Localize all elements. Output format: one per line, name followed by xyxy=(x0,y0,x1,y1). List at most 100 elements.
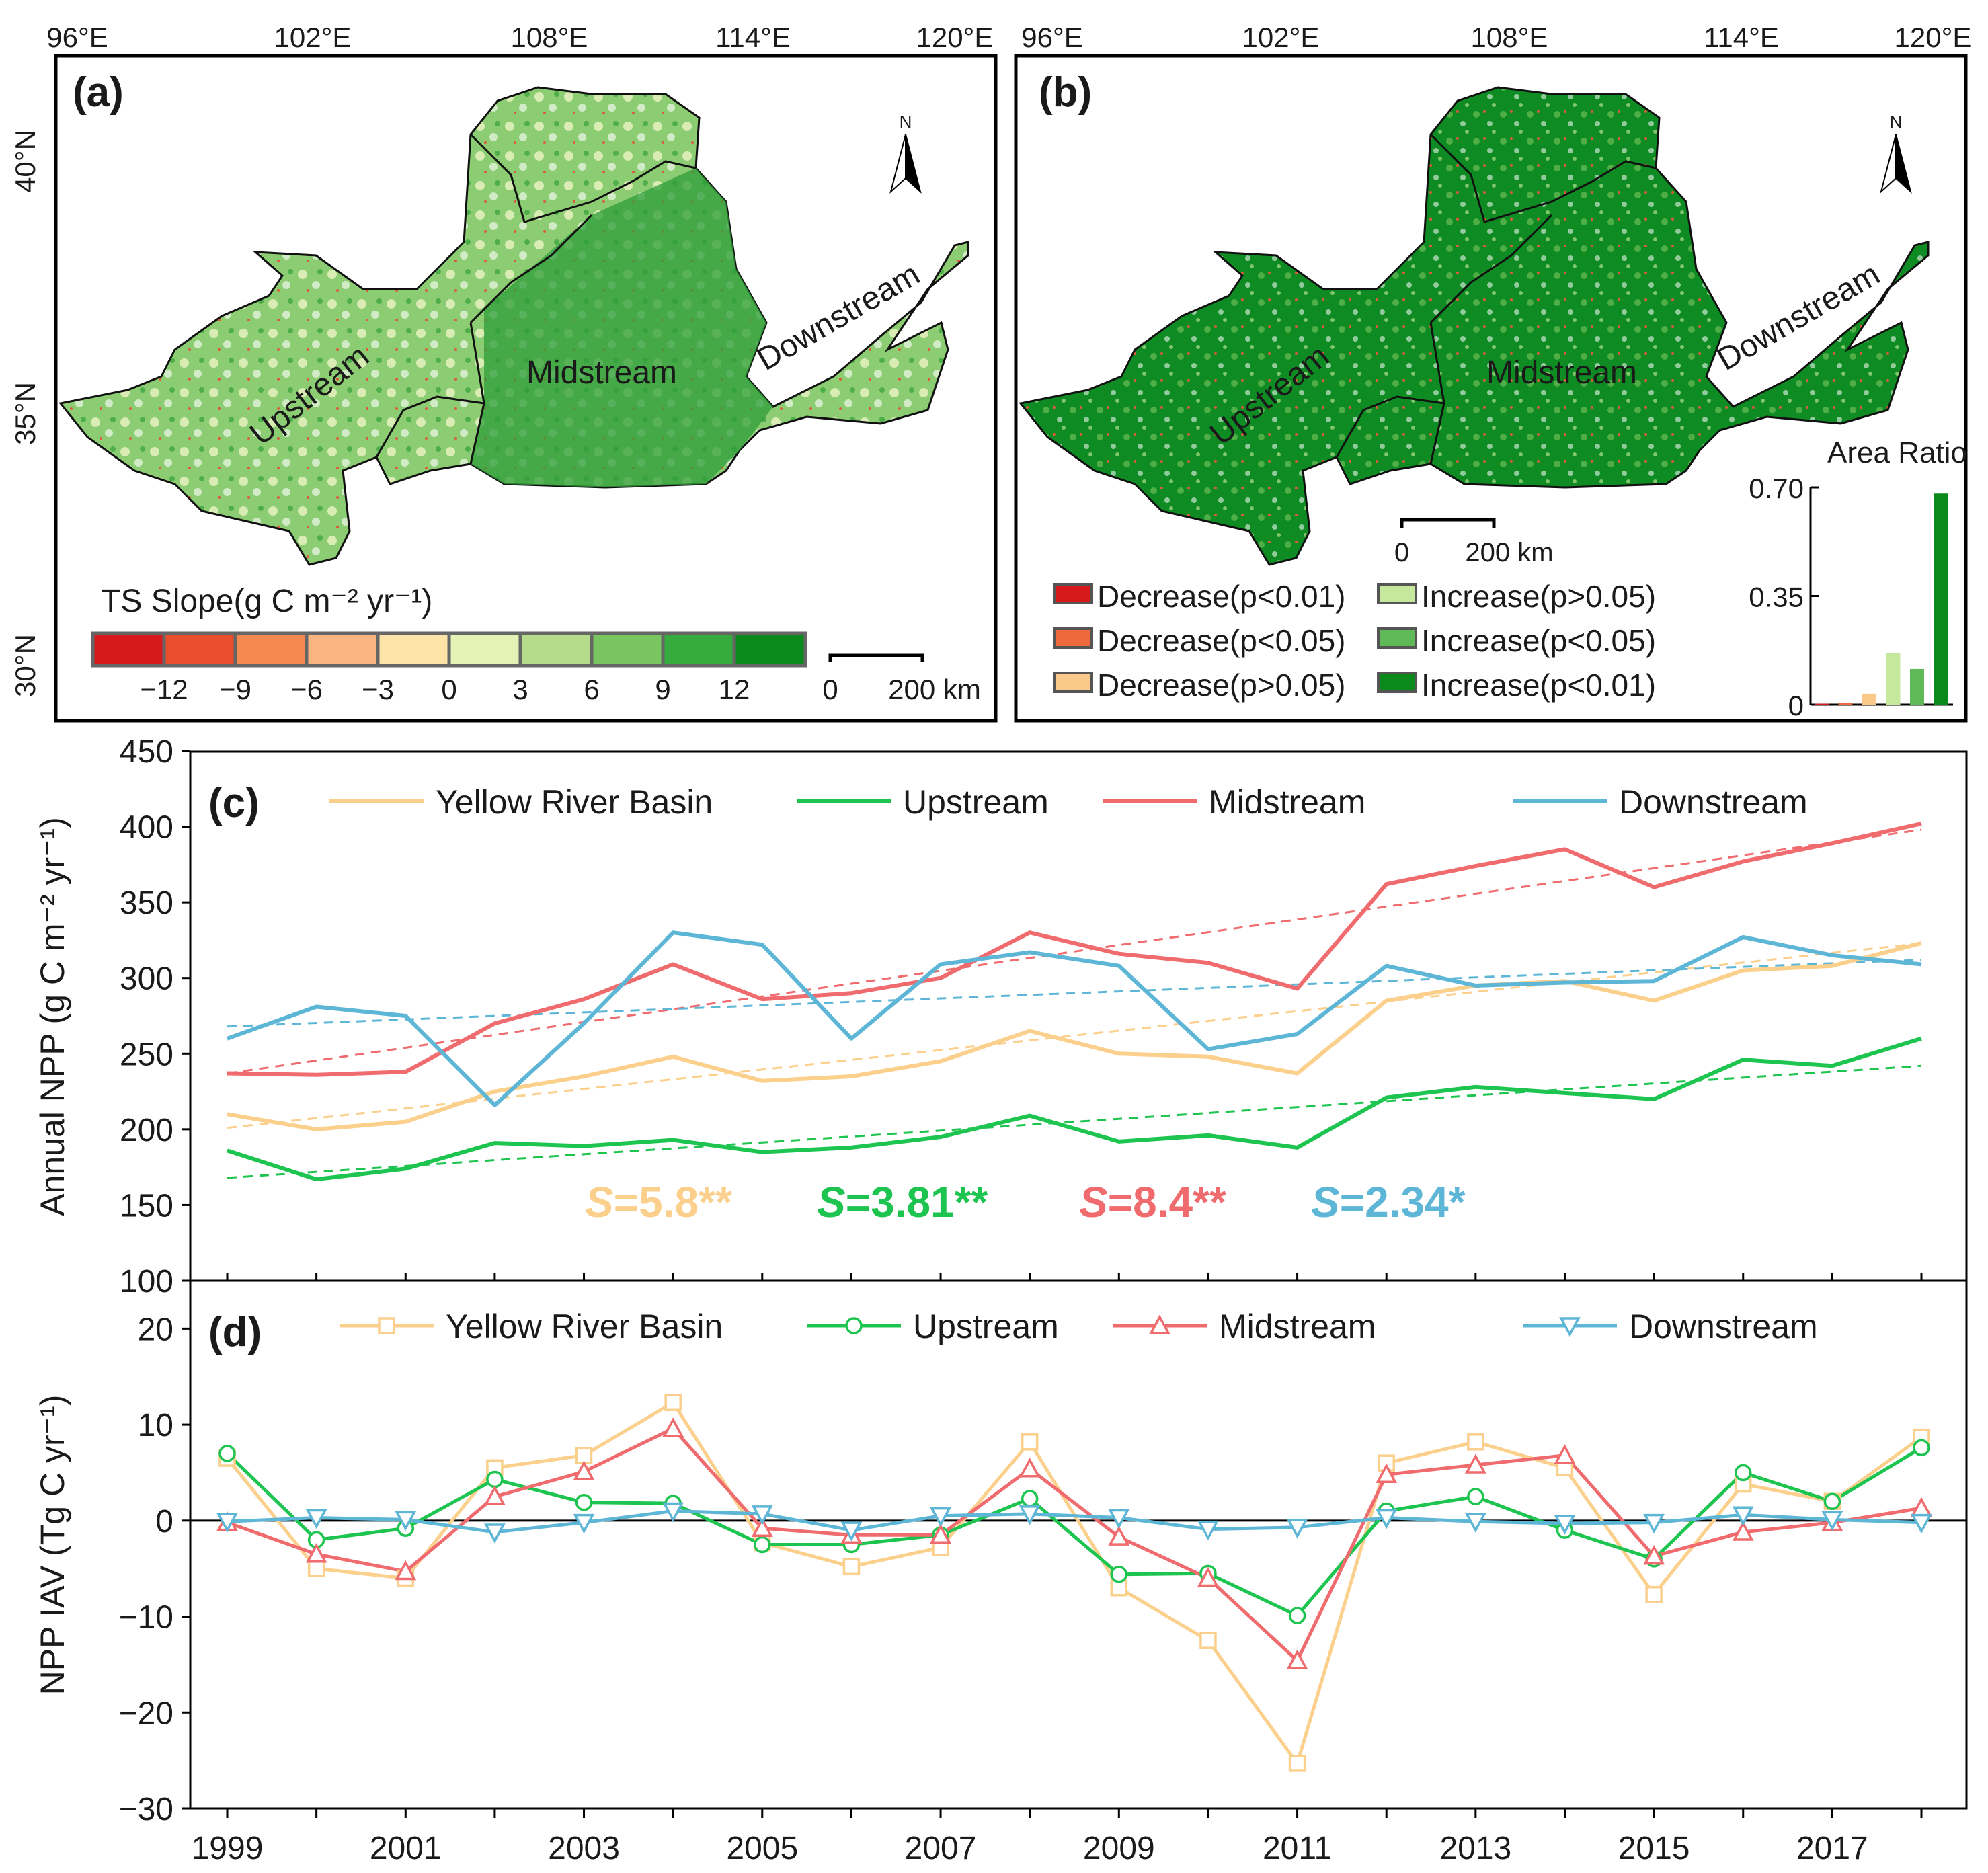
region-label-midstream-a: Midstream xyxy=(526,355,677,391)
legend-label: Decrease(p<0.05) xyxy=(1097,623,1345,658)
marker-downstream xyxy=(395,1511,417,1531)
legend-d-label: Yellow River Basin xyxy=(446,1308,723,1345)
marker-upstream xyxy=(1021,1490,1039,1507)
npp-trendlines xyxy=(227,828,1922,1179)
colorbar-tick-label: −3 xyxy=(362,674,394,705)
trendline-upstream xyxy=(227,1064,1922,1179)
legend-label: Decrease(p>0.05) xyxy=(1097,668,1345,703)
slope-annotation-upstream: S=3.81** xyxy=(817,1178,988,1226)
north-arrow-right-icon xyxy=(905,134,922,194)
marker-midstream xyxy=(930,1523,951,1544)
scalebar-a-zero: 0 xyxy=(822,674,838,705)
marker-downstream xyxy=(751,1505,773,1525)
npp-y-tick-label: 450 xyxy=(120,734,173,770)
marker-downstream xyxy=(1197,1520,1219,1541)
npp-series xyxy=(226,822,1922,1182)
iav-y-tick-label: −30 xyxy=(119,1792,173,1827)
iav-y-tick-label: 10 xyxy=(138,1408,173,1443)
marker-midstream xyxy=(305,1543,327,1563)
marker-midstream xyxy=(1108,1525,1130,1546)
significance-legend: Decrease(p<0.01) Decrease(p<0.05) Decrease… xyxy=(1053,579,1656,703)
iav-x-tick-label: 1999 xyxy=(192,1831,264,1866)
slope-symbol: S xyxy=(585,1178,614,1226)
iav-y-tick-label: −10 xyxy=(119,1600,173,1636)
marker-upstream xyxy=(1467,1488,1484,1505)
colorbar-swatch-2 xyxy=(233,631,309,668)
marker-midstream xyxy=(1197,1566,1219,1587)
marker-basin xyxy=(1645,1585,1663,1603)
colorbar-tick-label: 9 xyxy=(655,674,670,705)
iav-x-tick-label: 2015 xyxy=(1618,1831,1690,1866)
marker-midstream xyxy=(1019,1458,1041,1478)
colorbar-swatch-0 xyxy=(91,631,166,668)
north-arrow-left-icon-b xyxy=(1880,134,1897,194)
north-arrow-left-icon xyxy=(889,134,906,194)
colorbar-swatch-1 xyxy=(162,631,237,668)
coord-108e-b: 108°E xyxy=(1471,22,1548,53)
iav-x-tick-label: 2003 xyxy=(548,1831,620,1866)
coord-102e-b: 102°E xyxy=(1242,22,1320,53)
slope-symbol: S xyxy=(1079,1178,1108,1226)
coord-120e-a: 120°E xyxy=(916,22,994,53)
trendline-downstream xyxy=(227,959,1922,1028)
timeseries-panel: (c) (d) Annual NPP (g C m⁻² yr⁻¹) NPP IA… xyxy=(34,734,1968,1866)
marker-downstream xyxy=(1108,1509,1130,1529)
legend-d-label: Upstream xyxy=(913,1308,1059,1345)
marker-downstream xyxy=(1464,1513,1486,1533)
legend-swatch xyxy=(1053,627,1093,649)
marker-upstream xyxy=(1913,1439,1930,1457)
y-axis-title-d: NPP IAV (Tg C yr⁻¹) xyxy=(34,1395,71,1696)
iav-legend: Yellow River Basin Upstream Midstream Downs… xyxy=(340,1308,1818,1345)
slope-value: =8.4** xyxy=(1108,1178,1226,1226)
marker-basin xyxy=(1467,1433,1484,1451)
npp-y-tick-label: 350 xyxy=(120,885,173,921)
marker-downstream xyxy=(1554,1515,1576,1535)
marker-downstream xyxy=(1821,1511,1843,1531)
marker-downstream xyxy=(573,1513,595,1534)
scalebar-b-zero: 0 xyxy=(1394,538,1409,567)
marker-downstream xyxy=(662,1502,684,1523)
iav-x-tick-label: 2007 xyxy=(905,1831,977,1866)
area-ratio-bar xyxy=(1934,493,1948,705)
npp-y-tick-label: 300 xyxy=(120,961,173,997)
colorbar-tick-label: 3 xyxy=(512,674,528,705)
legend-swatch xyxy=(1377,672,1417,693)
iav-series xyxy=(216,1394,1932,1772)
marker-downstream xyxy=(216,1513,238,1533)
basin-map-b xyxy=(1019,86,1930,566)
marker-midstream xyxy=(483,1485,506,1505)
marker-downstream xyxy=(1732,1506,1754,1526)
panel-tag-c: (c) xyxy=(208,780,260,826)
area-ratio-bar xyxy=(1815,703,1829,705)
marker-basin xyxy=(1199,1632,1217,1649)
slope-value: =3.81** xyxy=(846,1178,988,1226)
marker-midstream xyxy=(1643,1544,1665,1565)
colorbar-swatch-4 xyxy=(376,631,451,668)
area-ratio-tick-label: 0.70 xyxy=(1749,473,1804,504)
marker-upstream xyxy=(218,1445,236,1462)
colorbar-swatch-5 xyxy=(447,631,522,668)
midstream-shade-a xyxy=(471,168,773,487)
coord-114e-b: 114°E xyxy=(1704,22,1779,53)
legend-c-label: Midstream xyxy=(1209,783,1365,821)
marker-upstream xyxy=(1110,1565,1128,1583)
legend-d-label: Downstream xyxy=(1629,1308,1818,1345)
marker-upstream xyxy=(754,1536,771,1554)
legend-label: Increase(p<0.01) xyxy=(1421,668,1656,703)
scalebar-b-distance: 200 km xyxy=(1465,538,1553,567)
marker-midstream xyxy=(573,1460,595,1480)
npp-line-downstream xyxy=(226,930,1922,1107)
colorbar-tick-label: 6 xyxy=(584,674,599,705)
iav-x-tick-label: 2009 xyxy=(1083,1831,1155,1866)
colorbar-tick-label: 12 xyxy=(719,674,750,705)
coord-96e-b: 96°E xyxy=(1021,22,1083,53)
coord-40n: 40°N xyxy=(9,130,41,193)
region-boundary-a-2 xyxy=(375,395,485,458)
marker-midstream xyxy=(1554,1444,1576,1464)
marker-midstream xyxy=(1376,1463,1398,1484)
colorbar-swatch-7 xyxy=(590,631,665,668)
marker-downstream xyxy=(1286,1519,1308,1539)
marker-downstream xyxy=(840,1521,863,1542)
coord-35n: 35°N xyxy=(9,382,41,445)
legend-c-label: Downstream xyxy=(1619,783,1808,821)
